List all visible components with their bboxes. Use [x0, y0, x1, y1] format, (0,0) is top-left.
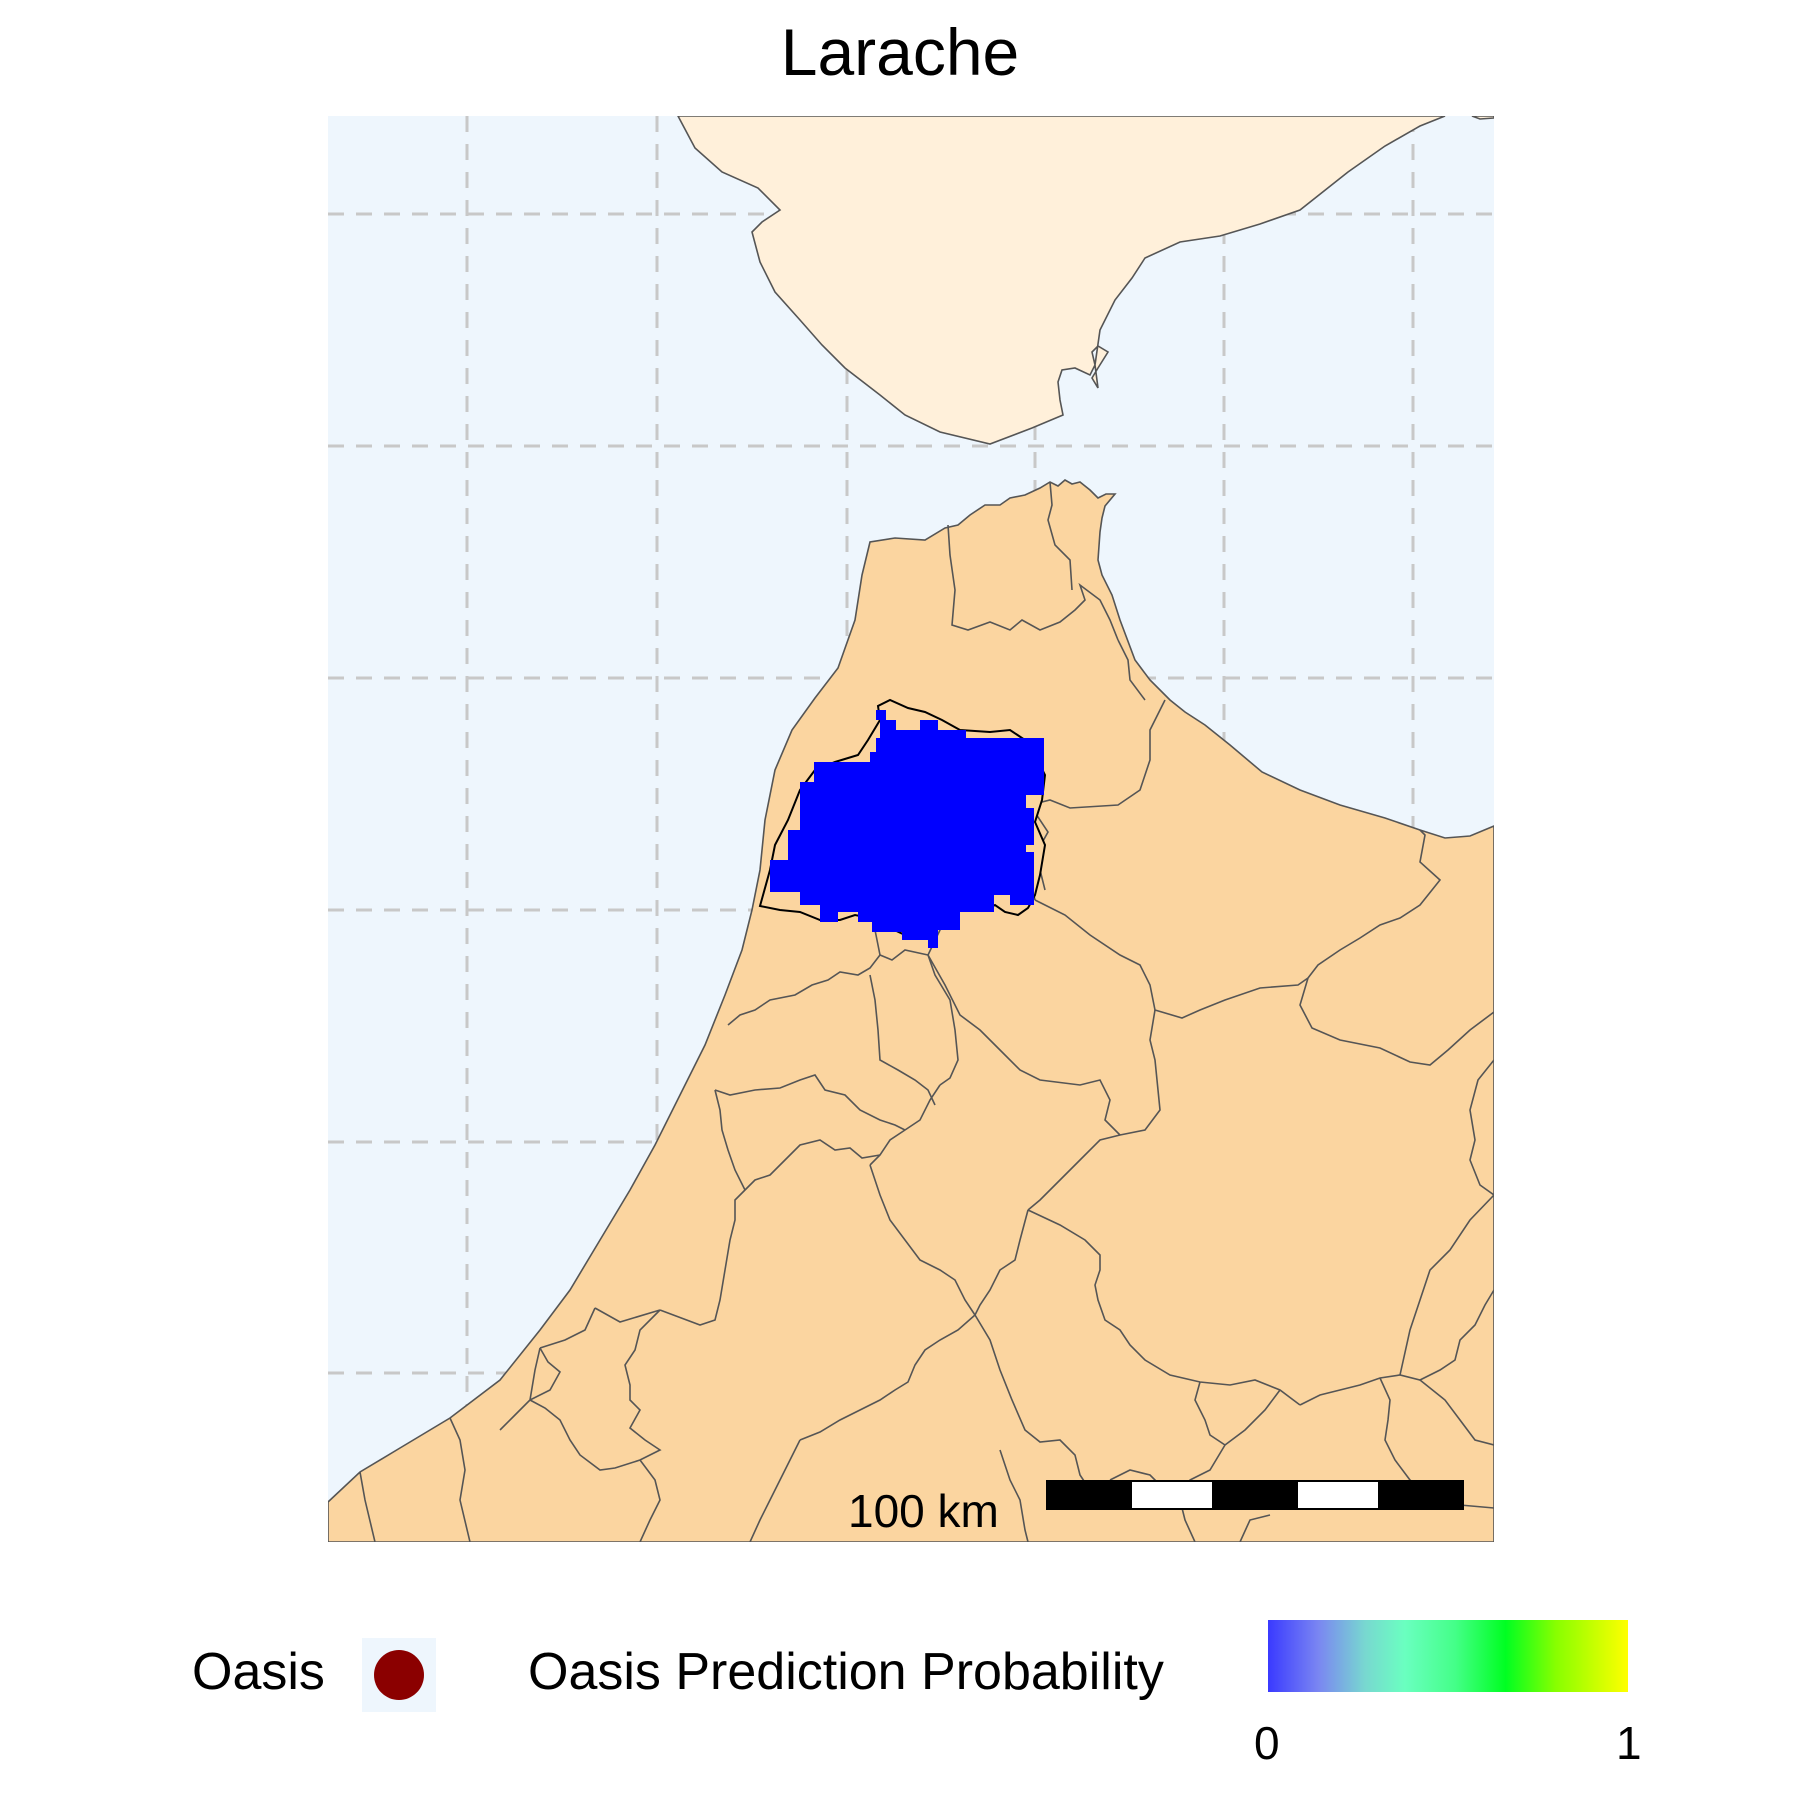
- larache-probability-raster: [770, 710, 1044, 948]
- probability-colorbar: [1268, 1620, 1628, 1692]
- map-title: Larache: [780, 15, 1020, 89]
- colorbar-min-label: 0: [1254, 1717, 1280, 1769]
- spain-east-tip: [1471, 116, 1494, 120]
- scale-bar: [1046, 1480, 1464, 1510]
- scale-bar-label: 100 km: [848, 1485, 999, 1537]
- oasis-point-icon: [374, 1650, 424, 1700]
- colorbar-max-label: 1: [1616, 1717, 1642, 1769]
- legend: Oasis Oasis Prediction Probability 0 1: [0, 1620, 1800, 1770]
- larache-province: [758, 698, 1047, 948]
- legend-oasis-label: Oasis: [192, 1643, 325, 1701]
- morocco-landmass: [328, 479, 1494, 1542]
- legend-oasis-key: [362, 1638, 436, 1712]
- legend-probability-label: Oasis Prediction Probability: [528, 1643, 1164, 1701]
- spain-landmass: [677, 116, 1446, 445]
